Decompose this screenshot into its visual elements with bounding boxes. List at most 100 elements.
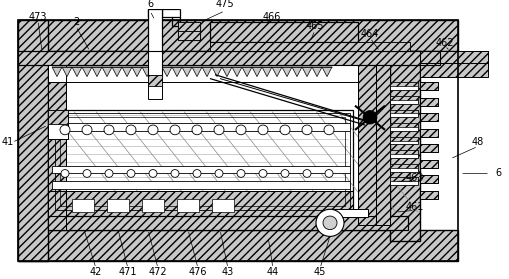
Bar [389, 82, 417, 90]
Bar [148, 75, 162, 99]
Polygon shape [301, 67, 312, 77]
Bar [419, 82, 437, 90]
Bar [419, 114, 437, 121]
Bar [48, 191, 352, 216]
Circle shape [214, 125, 223, 135]
Polygon shape [182, 67, 191, 77]
Bar [389, 123, 417, 131]
Bar [210, 42, 409, 51]
Circle shape [324, 170, 332, 177]
Polygon shape [221, 67, 232, 77]
Bar [148, 51, 162, 79]
Polygon shape [321, 67, 331, 77]
Polygon shape [212, 67, 221, 77]
Circle shape [169, 125, 180, 135]
Circle shape [301, 125, 312, 135]
Bar [419, 98, 437, 106]
Bar [48, 65, 66, 230]
Circle shape [82, 125, 92, 135]
Circle shape [215, 170, 222, 177]
Bar [419, 65, 437, 77]
Bar [389, 177, 417, 185]
Bar [389, 82, 417, 86]
Bar [357, 65, 375, 225]
Bar [375, 65, 389, 225]
Polygon shape [281, 67, 292, 77]
Text: 461: 461 [405, 202, 423, 212]
Text: 476: 476 [188, 267, 207, 277]
Bar [148, 75, 162, 86]
Polygon shape [271, 67, 281, 77]
Circle shape [60, 125, 70, 135]
Polygon shape [312, 67, 321, 77]
Bar [212, 199, 234, 212]
Polygon shape [191, 67, 202, 77]
Text: 6: 6 [494, 169, 500, 179]
Bar [48, 65, 357, 82]
Polygon shape [242, 67, 251, 77]
Bar [419, 82, 437, 90]
Bar [178, 31, 200, 40]
Bar [18, 20, 457, 261]
Text: 473: 473 [29, 12, 47, 21]
Polygon shape [92, 67, 102, 77]
Bar [389, 137, 417, 141]
Polygon shape [172, 67, 182, 77]
Bar [389, 150, 417, 154]
Bar [419, 160, 437, 168]
Text: 475: 475 [215, 0, 234, 9]
Bar [48, 191, 352, 216]
Bar [419, 129, 437, 137]
Circle shape [236, 125, 245, 135]
Bar [419, 51, 487, 63]
Circle shape [191, 125, 202, 135]
Circle shape [83, 170, 91, 177]
Bar [389, 123, 417, 127]
Circle shape [258, 125, 267, 135]
Circle shape [322, 216, 336, 230]
Polygon shape [82, 67, 92, 77]
Bar [48, 110, 68, 124]
Bar [18, 230, 457, 261]
Text: 41: 41 [2, 138, 14, 148]
Bar [18, 20, 457, 51]
Circle shape [126, 125, 136, 135]
Bar [142, 199, 164, 212]
Circle shape [362, 110, 376, 124]
Bar [419, 98, 437, 106]
Bar [389, 137, 417, 145]
Circle shape [149, 170, 157, 177]
Bar [389, 96, 417, 104]
Polygon shape [142, 67, 152, 77]
Text: 43: 43 [221, 267, 234, 277]
Bar [419, 160, 437, 168]
Bar [177, 199, 199, 212]
Text: 465: 465 [305, 21, 324, 31]
Bar [389, 164, 417, 168]
Text: 471: 471 [119, 267, 137, 277]
Circle shape [316, 209, 344, 236]
Bar [329, 209, 367, 217]
Bar [60, 117, 344, 206]
Text: 464: 464 [360, 29, 379, 39]
Polygon shape [232, 67, 242, 77]
Circle shape [192, 170, 201, 177]
Bar [375, 65, 389, 225]
Polygon shape [292, 67, 301, 77]
Polygon shape [102, 67, 112, 77]
Circle shape [105, 170, 113, 177]
Bar [52, 181, 349, 189]
Polygon shape [262, 67, 271, 77]
Text: 42: 42 [90, 267, 102, 277]
Text: 6: 6 [147, 0, 153, 9]
Polygon shape [132, 67, 142, 77]
Bar [389, 177, 417, 181]
Circle shape [61, 170, 69, 177]
Bar [48, 216, 407, 230]
Text: 463: 463 [405, 173, 423, 183]
Bar [52, 166, 349, 174]
Bar [210, 22, 357, 42]
Bar [72, 199, 94, 212]
Text: 462: 462 [435, 38, 454, 48]
Bar [148, 9, 162, 52]
